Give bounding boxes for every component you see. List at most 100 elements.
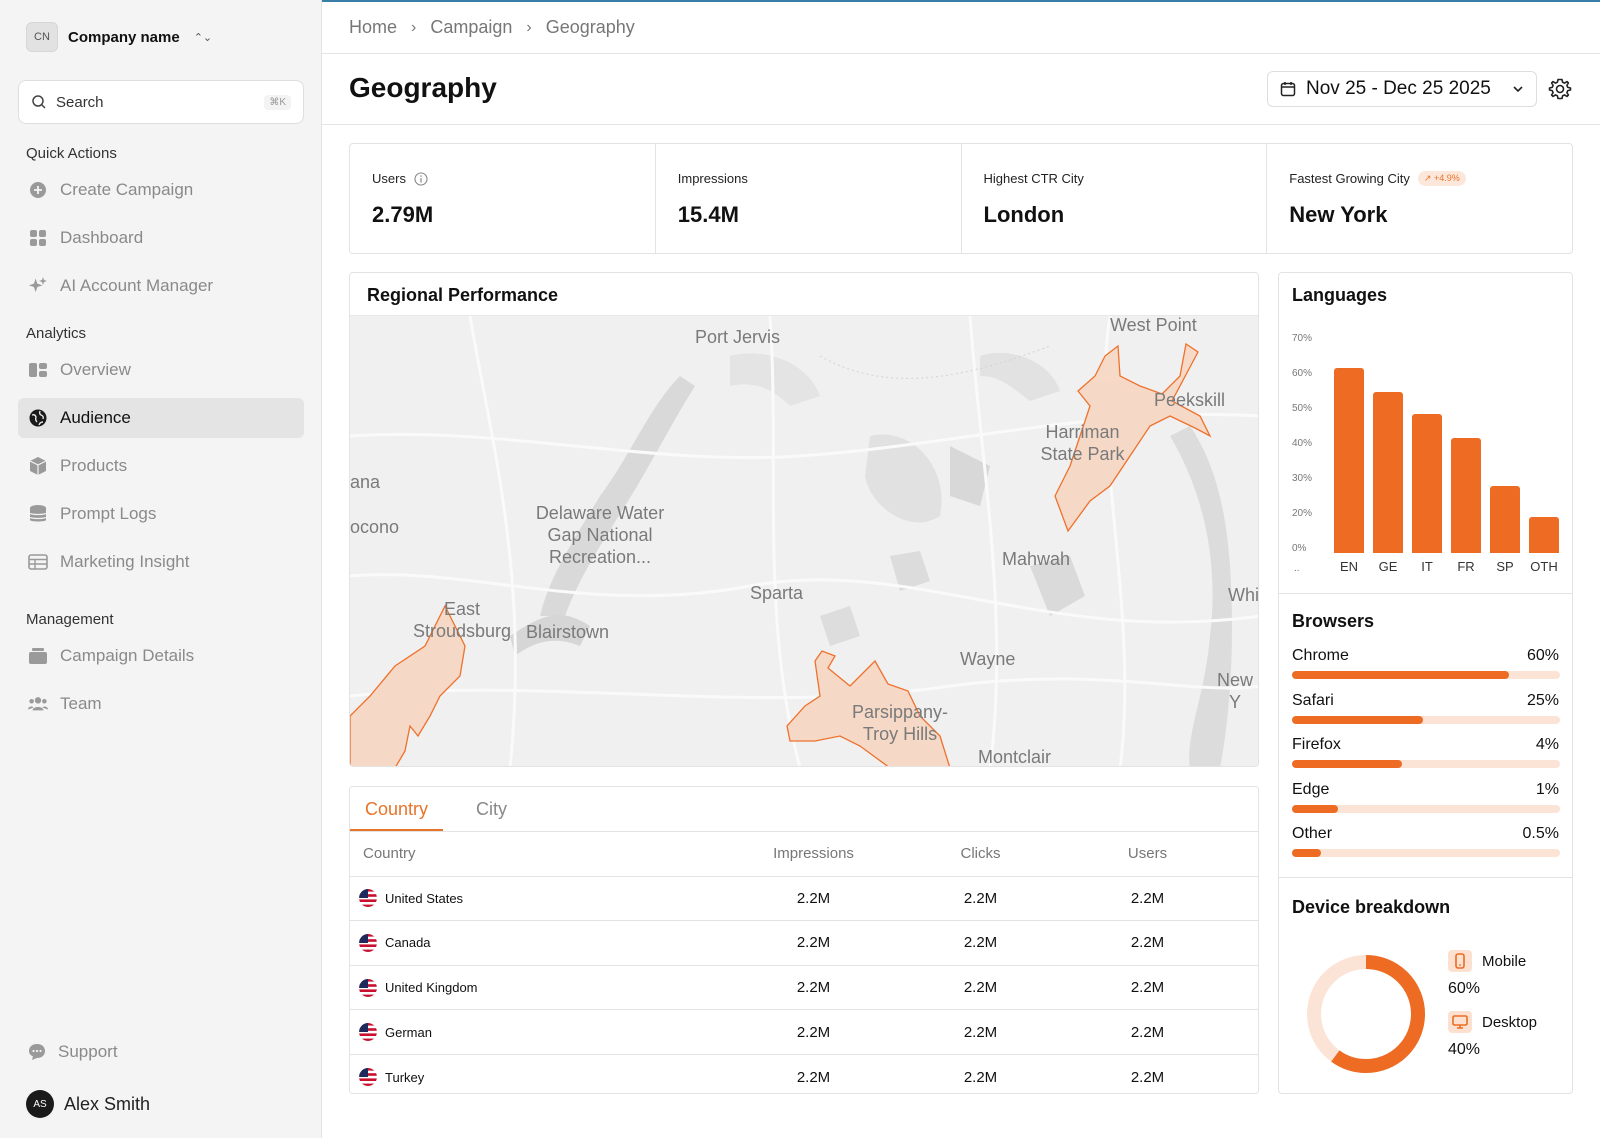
table-row[interactable]: German 2.2M 2.2M 2.2M	[350, 1010, 1258, 1055]
cell-users: 2.2M	[1130, 979, 1165, 997]
kpi-impressions: Impressions 15.4M	[656, 144, 962, 253]
table-row[interactable]: United States 2.2M 2.2M 2.2M	[350, 877, 1258, 922]
map-label: Mahwah	[1002, 549, 1071, 569]
column-header-users[interactable]: Users	[1127, 845, 1168, 863]
sidebar-item-audience[interactable]: Audience	[18, 398, 304, 438]
table-row[interactable]: United Kingdom 2.2M 2.2M 2.2M	[350, 966, 1258, 1011]
bar-oth[interactable]	[1529, 516, 1559, 553]
table-row[interactable]: Turkey 2.2M 2.2M 2.2M	[350, 1055, 1258, 1093]
company-switcher[interactable]: CN Company name ⌃⌄	[26, 22, 212, 52]
bar-ge[interactable]	[1373, 392, 1403, 553]
map-label: Peekskill	[1154, 390, 1226, 410]
sidebar-item-label: Team	[60, 694, 102, 713]
map-label: Montclair	[978, 747, 1052, 767]
column-header-clicks[interactable]: Clicks	[960, 845, 1001, 863]
kpi-highest-ctr-city: Highest CTR City London	[962, 144, 1268, 253]
kpi-value: London	[983, 202, 1065, 227]
y-tick-label: 30%	[1292, 473, 1313, 484]
map-label: Whi	[1228, 585, 1259, 605]
cell-impressions: 2.2M	[796, 1023, 831, 1041]
x-tick-label: GE	[1378, 559, 1398, 574]
browser-progress-fill	[1292, 760, 1402, 768]
sidebar-item-label: AI Account Manager	[60, 276, 214, 295]
map-label: Port Jervis	[695, 327, 781, 347]
box-icon	[28, 456, 48, 476]
gear-icon[interactable]	[1548, 77, 1572, 101]
map-label: Parsippany-Troy Hills	[851, 702, 949, 744]
bar-sp[interactable]	[1490, 486, 1520, 553]
y-tick-label: 20%	[1292, 508, 1313, 519]
table-row[interactable]: Canada 2.2M 2.2M 2.2M	[350, 921, 1258, 966]
map-label: Delaware Water Gap National Recreation..…	[535, 503, 665, 567]
sidebar-item-prompt-logs[interactable]: Prompt Logs	[18, 494, 304, 534]
column-header-impressions[interactable]: Impressions	[773, 845, 854, 863]
bar-en[interactable]	[1334, 368, 1364, 553]
cell-country: United Kingdom	[350, 978, 730, 997]
browser-progress-fill	[1292, 715, 1424, 724]
sidebar: CN Company name ⌃⌄ Search ⌘K Quick Actio…	[0, 0, 322, 1138]
table-header: Country Impressions Clicks Users	[350, 832, 1258, 877]
cell-users: 2.2M	[1130, 1068, 1165, 1086]
map-label: Blairstown	[526, 622, 610, 642]
sidebar-item-campaign-details[interactable]: Campaign Details	[18, 636, 304, 676]
kpi-users: Users 2.79M	[350, 144, 656, 253]
sidebar-item-ai-account-manager[interactable]: AI Account Manager	[18, 266, 304, 306]
bar-fr[interactable]	[1451, 437, 1481, 553]
bar-it[interactable]	[1412, 413, 1442, 553]
support-link[interactable]: Support	[28, 1042, 118, 1062]
x-tick-label: IT	[1421, 559, 1433, 574]
sidebar-item-create-campaign[interactable]: Create Campaign	[18, 170, 304, 210]
cell-clicks: 2.2M	[963, 889, 998, 907]
layout-icon	[28, 360, 48, 380]
tab-country[interactable]: Country	[350, 787, 444, 831]
flag-icon	[359, 1068, 377, 1087]
section-management: Management	[26, 611, 114, 628]
browser-progress-track	[1292, 715, 1560, 724]
legend-mobile: Mobile	[1448, 950, 1526, 972]
cell-country: Canada	[350, 933, 730, 952]
company-logo: CN	[26, 22, 58, 52]
top-accent-line	[0, 0, 1600, 2]
sidebar-item-overview[interactable]: Overview	[18, 350, 304, 390]
legend-label: Mobile	[1482, 952, 1527, 970]
sidebar-item-team[interactable]: Team	[18, 684, 304, 724]
info-icon[interactable]	[414, 171, 428, 186]
tab-city[interactable]: City	[476, 799, 508, 819]
card-title: Regional Performance	[350, 273, 1258, 316]
browsers-title: Browsers	[1292, 611, 1375, 631]
plus-circle-icon	[28, 180, 48, 200]
sidebar-item-dashboard[interactable]: Dashboard	[18, 218, 304, 258]
column-header-country[interactable]: Country	[363, 845, 416, 863]
y-tick-label: 40%	[1292, 438, 1313, 449]
user-profile[interactable]: AS Alex Smith	[26, 1090, 150, 1118]
header-bottom-divider	[322, 124, 1600, 125]
country-name: German	[385, 1024, 432, 1040]
cell-country: United States	[350, 889, 730, 908]
kpi-value: 2.79M	[372, 202, 434, 227]
region-map[interactable]: Port Jervis West Point Peekskill Harrima…	[350, 315, 1259, 767]
sidebar-item-products[interactable]: Products	[18, 446, 304, 486]
sidebar-item-marketing-insight[interactable]: Marketing Insight	[18, 542, 304, 582]
cell-clicks: 2.2M	[963, 934, 998, 952]
browser-value: 4%	[1535, 736, 1559, 753]
date-range-value: Nov 25 - Dec 25 2025	[1306, 78, 1491, 99]
legend-value: 40%	[1448, 1041, 1481, 1058]
page-title: Geography	[349, 72, 497, 103]
legend-value: 60%	[1448, 980, 1481, 997]
breadcrumb-campaign[interactable]: Campaign	[430, 17, 513, 37]
search-input[interactable]: Search ⌘K	[18, 80, 304, 124]
kpi-label: Highest CTR City	[983, 171, 1084, 186]
kpi-value: 15.4M	[677, 202, 739, 227]
breadcrumb-home[interactable]: Home	[349, 17, 398, 37]
y-tick-label: 70%	[1292, 333, 1313, 344]
y-tick-label: 0%	[1292, 543, 1307, 554]
date-range-picker[interactable]: Nov 25 - Dec 25 2025	[1267, 71, 1537, 107]
map-label: ana	[350, 472, 381, 492]
map-label: New Y	[1216, 670, 1253, 712]
search-icon	[32, 95, 46, 109]
device-donut-chart	[1307, 955, 1425, 1073]
browser-progress-track	[1292, 849, 1560, 857]
map-label: Harriman State Park	[1040, 422, 1125, 464]
map-label: West Point	[1110, 315, 1197, 335]
user-name: Alex Smith	[64, 1093, 151, 1114]
